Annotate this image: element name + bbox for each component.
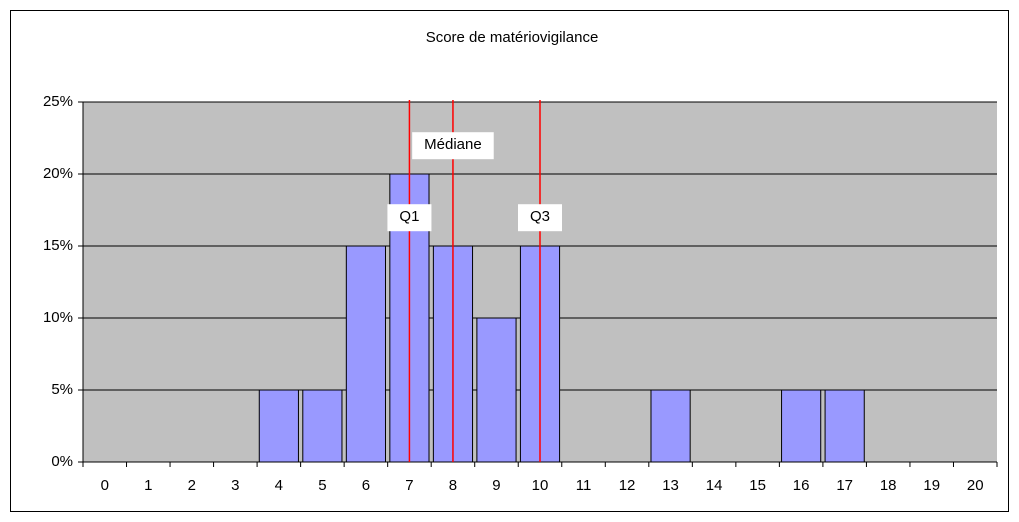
x-tick-label: 3 [231, 477, 239, 494]
x-tick-label: 1 [144, 477, 152, 494]
x-tick-label: 19 [923, 477, 940, 494]
bar [302, 389, 343, 463]
y-tick-label: 15% [43, 237, 73, 254]
x-tick-label: 12 [619, 477, 636, 494]
y-tick-label: 10% [43, 309, 73, 326]
x-tick-label: 13 [662, 477, 679, 494]
x-tick-label: 8 [449, 477, 457, 494]
y-tick-label: 25% [43, 93, 73, 110]
chart-title: Score de matériovigilance [426, 29, 599, 46]
annotation-label: Q1 [399, 208, 419, 225]
x-tick-label: 4 [275, 477, 283, 494]
x-tick-label: 6 [362, 477, 370, 494]
x-tick-label: 11 [576, 477, 592, 494]
annotation-box [412, 132, 494, 160]
x-tick-label: 7 [405, 477, 413, 494]
bar [258, 389, 299, 463]
bar [345, 245, 386, 463]
annotation-label: Q3 [530, 208, 550, 225]
x-tick-label: 2 [188, 477, 196, 494]
y-tick-label: 20% [43, 165, 73, 182]
x-tick-label: 20 [967, 477, 984, 494]
bar [650, 389, 691, 463]
x-tick-label: 5 [318, 477, 326, 494]
x-tick-label: 17 [836, 477, 853, 494]
x-tick-label: 9 [492, 477, 500, 494]
x-tick-label: 16 [793, 477, 810, 494]
annotation-box [517, 204, 563, 232]
x-tick-label: 15 [749, 477, 766, 494]
x-tick-label: 10 [532, 477, 549, 494]
bar [781, 389, 822, 463]
bar [824, 389, 865, 463]
annotation-label: Médiane [424, 136, 482, 153]
bar [476, 317, 517, 463]
annotation-box [387, 204, 432, 232]
y-tick-label: 0% [51, 453, 73, 470]
y-tick-label: 5% [51, 381, 73, 398]
x-tick-label: 14 [706, 477, 723, 494]
x-tick-label: 18 [880, 477, 897, 494]
x-tick-label: 0 [101, 477, 109, 494]
